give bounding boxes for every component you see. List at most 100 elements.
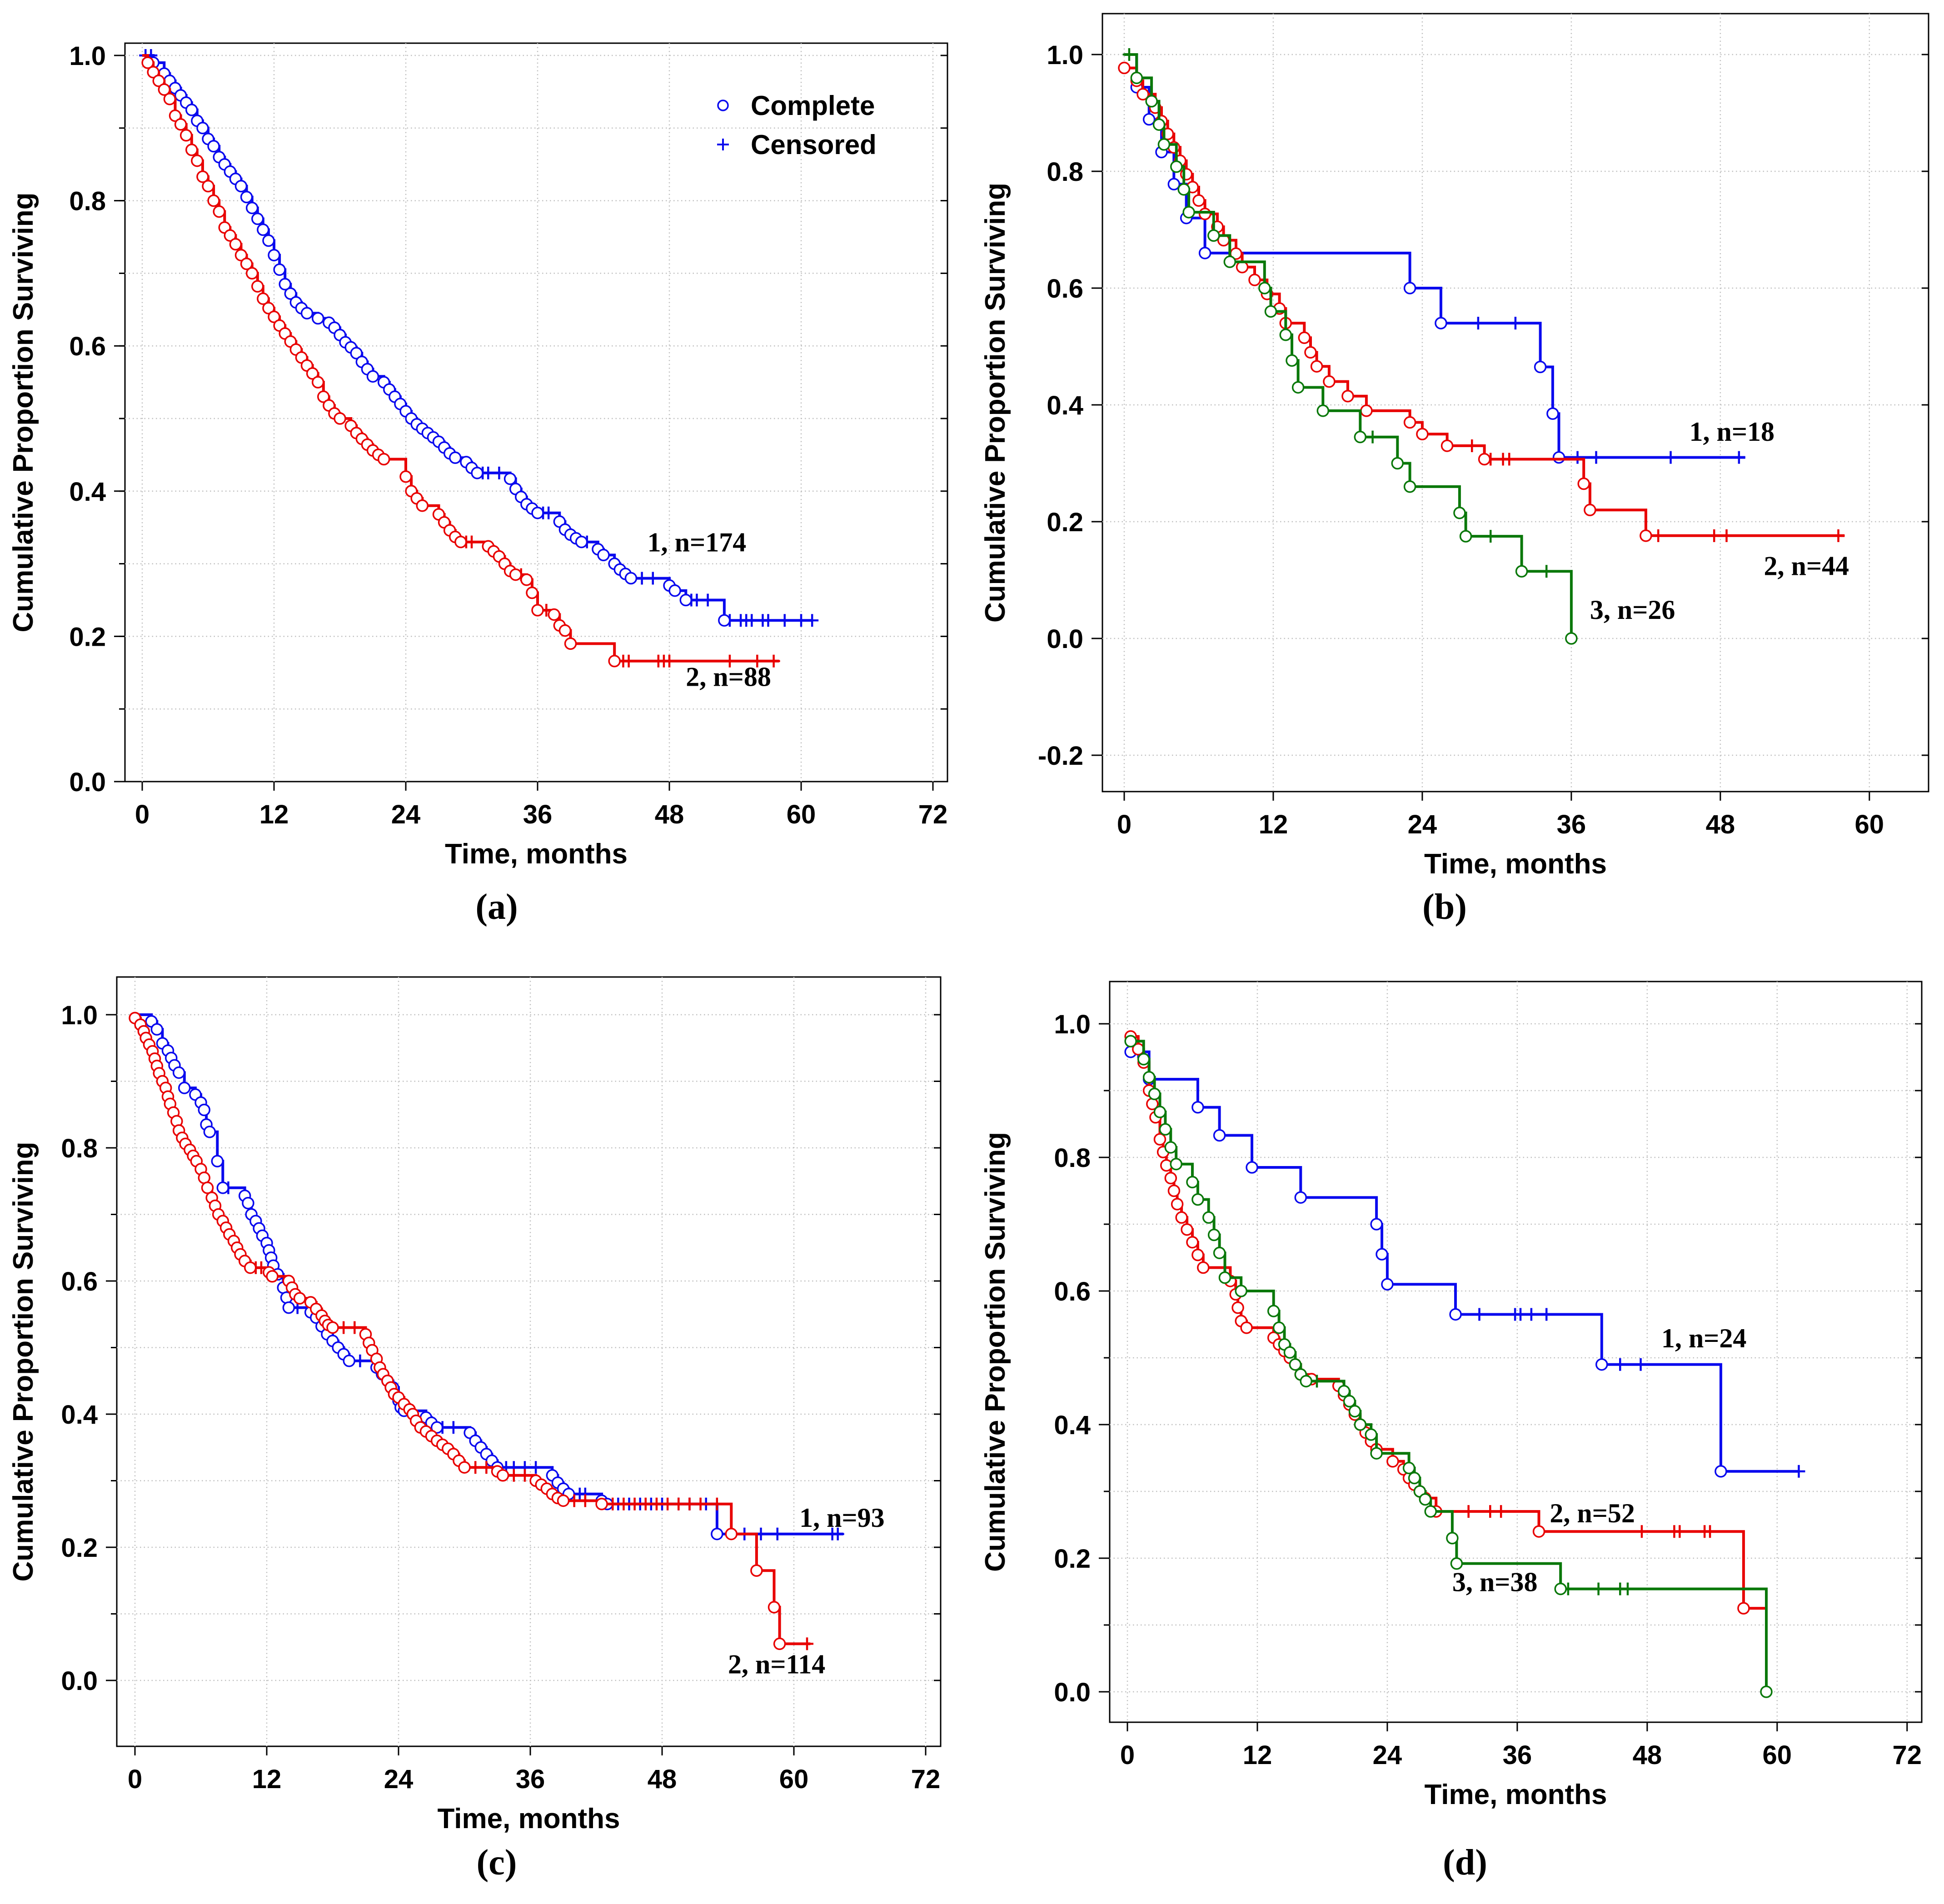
event-marker — [471, 467, 484, 479]
panel-b: 0 12 24 36 48 60 1.0 0.8 0.6 0.4 0.2 0.0 -0.2 Time, m… — [972, 0, 1944, 952]
curve-3 — [1124, 1035, 1773, 1698]
event-marker — [213, 205, 225, 218]
event-marker — [454, 535, 467, 548]
x-tick-label: 12 — [1243, 1740, 1272, 1770]
event-marker — [1171, 1198, 1184, 1211]
tick-labels: 0 12 24 36 48 60 72 0.0 0.2 0.4 0.6 0.8 1.0 — [61, 1001, 940, 1794]
x-tick-label: 72 — [1893, 1740, 1922, 1770]
x-tick-label: 24 — [1373, 1740, 1402, 1770]
event-marker — [768, 1601, 781, 1614]
curve-1 — [1124, 53, 1745, 464]
event-marker — [1403, 480, 1416, 493]
event-marker — [1419, 1493, 1432, 1506]
x-axis-title: Time, months — [1425, 1779, 1607, 1810]
censored-mark — [469, 1461, 482, 1474]
event-marker — [1449, 1308, 1462, 1321]
event-marker — [1124, 1035, 1137, 1047]
curve-2 — [141, 54, 780, 668]
event-marker — [711, 1527, 723, 1540]
x-tick-label: 48 — [655, 800, 684, 829]
censored-mark — [1673, 1525, 1686, 1538]
event-marker — [244, 1261, 257, 1274]
event-marker — [152, 75, 165, 87]
event-marker — [1246, 1161, 1258, 1174]
y-axis-title: Cumulative Proportion Surviving — [8, 1142, 39, 1582]
x-axis-title: Time, months — [438, 1803, 620, 1834]
legend: Complete Censored — [717, 90, 877, 160]
x-tick-label: 12 — [259, 800, 289, 829]
censored-mark — [663, 654, 676, 668]
x-axis-title: Time, months — [1424, 848, 1607, 880]
event-marker — [147, 66, 160, 79]
event-marker — [1198, 208, 1211, 220]
censored-mark — [831, 1527, 844, 1540]
panel-a-svg: 0 12 24 36 48 60 72 0.0 0.2 0.4 0.6 0.8 1.0 Time, mon… — [8, 41, 948, 927]
censored-mark — [1614, 1358, 1627, 1371]
event-marker — [548, 608, 561, 621]
event-marker — [1341, 389, 1354, 403]
y-tick-label: 0.8 — [1047, 157, 1083, 187]
event-marker — [317, 390, 330, 403]
event-marker — [343, 1355, 356, 1367]
event-marker — [597, 548, 610, 562]
event-marker — [245, 201, 259, 214]
censored-mark — [745, 614, 758, 627]
censored-mark — [493, 466, 506, 479]
event-marker — [198, 1103, 211, 1116]
y-tick-label: -0.2 — [1038, 741, 1083, 771]
y-tick-label: 0.6 — [1054, 1277, 1091, 1306]
event-marker — [1157, 138, 1171, 151]
event-marker — [251, 212, 264, 225]
censored-mark — [1495, 1505, 1508, 1518]
event-marker — [1153, 1133, 1166, 1146]
y-tick-label: 0.0 — [69, 768, 106, 797]
x-tick-label: 24 — [391, 800, 421, 829]
event-marker — [229, 238, 242, 251]
event-marker — [224, 229, 237, 242]
event-marker — [1192, 194, 1205, 207]
event-marker — [1145, 95, 1158, 108]
axis-ticks — [114, 55, 947, 791]
y-tick-label: 1.0 — [69, 41, 106, 71]
censored-mark — [806, 614, 819, 627]
event-marker — [377, 453, 390, 466]
censored-mark — [1509, 317, 1522, 330]
event-marker — [1760, 1685, 1773, 1698]
event-marker — [624, 572, 638, 585]
censored-mark — [447, 1421, 460, 1434]
event-marker — [262, 302, 275, 314]
censored-mark — [683, 1497, 696, 1510]
censored-mark — [1503, 453, 1516, 466]
censored-mark — [1540, 565, 1553, 578]
censored-mark — [767, 654, 780, 668]
event-marker — [1534, 360, 1547, 374]
censored-mark — [578, 1494, 592, 1507]
event-marker — [1402, 1461, 1416, 1475]
plot-box — [1102, 13, 1929, 793]
event-marker — [575, 535, 588, 548]
censored-mark — [672, 1497, 685, 1510]
censored-mark — [482, 466, 495, 479]
axis-ticks — [1092, 54, 1929, 801]
axis-ticks — [106, 1014, 941, 1755]
censored-mark — [337, 1321, 350, 1334]
event-marker — [169, 109, 182, 122]
event-marker — [1130, 71, 1143, 85]
x-tick-label: 60 — [787, 800, 816, 829]
event-marker — [1167, 1184, 1181, 1197]
event-marker — [1348, 1405, 1361, 1418]
x-tick-label: 0 — [1117, 810, 1132, 839]
censored-mark — [1621, 1582, 1634, 1595]
y-tick-label: 1.0 — [1047, 40, 1083, 70]
event-marker — [1343, 1395, 1356, 1408]
event-marker — [1381, 1278, 1394, 1291]
event-marker — [1403, 282, 1416, 294]
event-marker — [1248, 274, 1261, 286]
event-marker — [1264, 305, 1277, 318]
series-annotation: 3, n=26 — [1590, 595, 1675, 625]
event-marker — [1354, 430, 1367, 444]
event-marker — [207, 140, 220, 153]
event-marker — [1370, 1447, 1383, 1460]
censored-mark — [1832, 529, 1845, 542]
event-marker — [679, 593, 693, 607]
